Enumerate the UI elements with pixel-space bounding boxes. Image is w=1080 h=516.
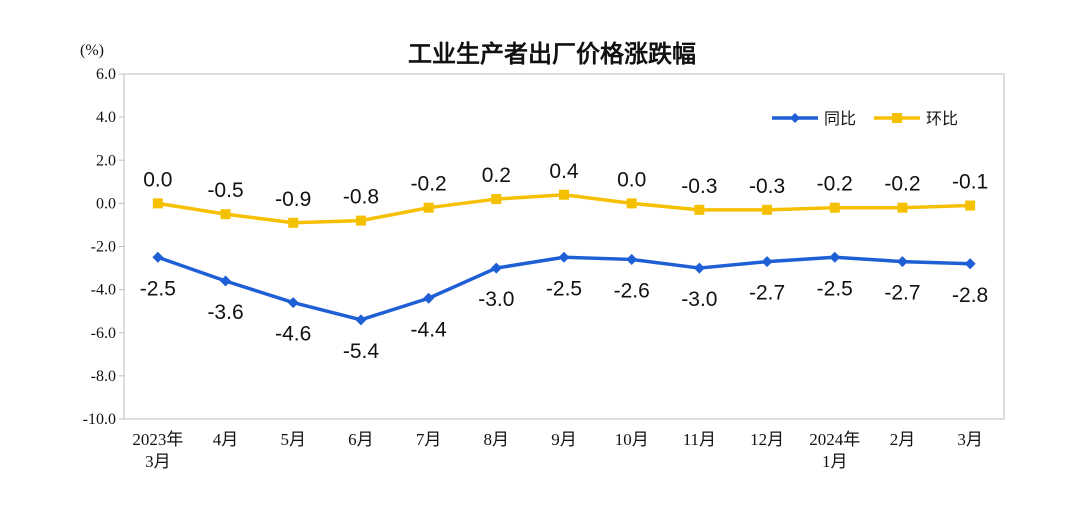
data-point-diamond <box>355 314 367 326</box>
data-point-square <box>694 204 705 215</box>
data-point-square <box>559 189 569 200</box>
data-label: -4.4 <box>411 318 448 341</box>
data-point-diamond <box>896 256 908 268</box>
data-label: -0.3 <box>749 175 785 198</box>
data-label: -2.5 <box>817 277 853 300</box>
data-point-diamond <box>220 275 232 287</box>
x-tick-label: 3月 <box>957 430 983 449</box>
legend-label: 环比 <box>926 109 958 128</box>
y-tick-label: -10.0 <box>83 411 116 428</box>
x-tick-label: 10月 <box>615 430 649 449</box>
data-point-square <box>897 202 908 213</box>
data-point-square <box>762 204 773 215</box>
x-tick-label: 2月 <box>890 430 916 449</box>
data-point-square <box>965 200 976 211</box>
x-tick-label: 8月 <box>484 430 510 449</box>
data-label: -0.2 <box>411 173 447 196</box>
legend-marker-diamond <box>790 113 800 123</box>
y-tick-label: 4.0 <box>96 109 116 126</box>
data-label: -2.5 <box>546 277 582 300</box>
data-label: -0.8 <box>343 186 379 209</box>
data-point-square <box>220 209 231 220</box>
data-label: -3.0 <box>478 288 514 311</box>
data-label: -0.5 <box>207 179 243 202</box>
x-tick-label: 11月 <box>683 430 716 449</box>
legend-label: 同比 <box>824 109 856 128</box>
data-point-diamond <box>761 256 773 268</box>
data-point-square <box>423 202 434 213</box>
data-point-diamond <box>423 292 435 304</box>
data-label: -3.0 <box>681 288 717 311</box>
data-label: -2.5 <box>140 277 176 300</box>
data-label: -4.6 <box>275 323 311 346</box>
data-point-diamond <box>626 253 638 265</box>
data-label: -5.4 <box>343 340 380 363</box>
y-tick-label: -4.0 <box>91 282 116 299</box>
data-point-diamond <box>964 258 976 270</box>
data-label: 0.0 <box>143 168 172 191</box>
x-tick-label: 7月 <box>416 430 442 449</box>
plot-area <box>123 73 1005 420</box>
data-point-square <box>491 194 502 205</box>
y-tick-label: 2.0 <box>96 152 116 169</box>
x-tick-label: 2023年 <box>132 430 183 449</box>
x-tick-label: 3月 <box>145 452 171 471</box>
data-point-square <box>626 198 637 209</box>
x-tick-label: 12月 <box>750 430 784 449</box>
data-point-diamond <box>829 251 841 263</box>
data-label: 0.2 <box>482 164 511 187</box>
data-point-square <box>152 198 163 209</box>
data-label: 0.0 <box>617 168 646 191</box>
y-tick-label: -2.0 <box>91 239 116 256</box>
y-tick-label: -8.0 <box>91 368 116 385</box>
data-point-diamond <box>693 262 705 274</box>
data-label: 0.4 <box>549 160 579 183</box>
x-tick-label: 4月 <box>213 430 239 449</box>
x-tick-label: 2024年 <box>809 430 860 449</box>
legend: 同比 环比 <box>772 109 958 128</box>
data-label: -0.9 <box>275 188 311 211</box>
chart-title: 工业生产者出厂价格涨跌幅 <box>408 40 696 68</box>
data-label: -0.2 <box>884 173 920 196</box>
data-point-diamond <box>558 251 570 263</box>
y-tick-label: -6.0 <box>91 325 116 342</box>
data-point-square <box>829 202 840 213</box>
x-tick-label: 5月 <box>280 430 306 449</box>
data-label: -2.7 <box>749 282 785 305</box>
y-tick-label: 0.0 <box>96 195 116 212</box>
data-point-square <box>355 215 366 226</box>
x-tick-label: 9月 <box>551 430 577 449</box>
data-point-diamond <box>490 262 502 274</box>
data-label: -2.6 <box>614 279 650 302</box>
data-label: -0.2 <box>817 173 853 196</box>
data-point-square <box>288 217 299 228</box>
x-tick-label: 1月 <box>822 452 848 471</box>
data-point-diamond <box>287 297 299 309</box>
y-unit-label: (%) <box>80 42 104 59</box>
y-tick-label: 6.0 <box>96 66 116 83</box>
legend-marker-square <box>892 113 902 123</box>
data-label: -2.7 <box>884 282 920 305</box>
data-label: -3.6 <box>207 301 243 324</box>
data-point-diamond <box>152 251 164 263</box>
data-label: -0.3 <box>681 175 717 198</box>
x-tick-label: 6月 <box>348 430 374 449</box>
data-label: -2.8 <box>952 284 988 307</box>
data-label: -0.1 <box>952 171 988 194</box>
